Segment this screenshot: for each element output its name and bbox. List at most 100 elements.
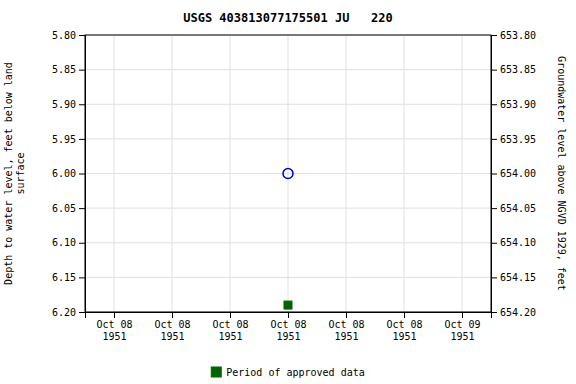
legend-item: Period of approved data <box>211 367 364 378</box>
tick-label-line: Oct 08 <box>270 319 306 330</box>
tick-label: Oct 081951 <box>212 319 248 342</box>
legend-label: Period of approved data <box>226 367 364 378</box>
grid-line <box>462 35 463 312</box>
tick-mark <box>491 174 497 175</box>
tick-label: Oct 081951 <box>154 319 190 342</box>
tick-mark <box>491 139 497 140</box>
tick-label-line: 1951 <box>392 331 416 342</box>
tick-label-line: 1951 <box>334 331 358 342</box>
tick: 653.95 <box>491 134 536 145</box>
tick-label: Oct 081951 <box>386 319 422 342</box>
tick-mark <box>79 35 85 36</box>
tick-label: 6.00 <box>52 168 76 179</box>
tick-label-line: 1951 <box>102 331 126 342</box>
tick: Oct 081951 <box>386 312 422 342</box>
tick-label-line: 1951 <box>160 331 184 342</box>
point <box>283 169 293 179</box>
tick-label: Oct 081951 <box>270 319 306 342</box>
tick: 6.10 <box>52 237 85 248</box>
tick-mark <box>79 174 85 175</box>
tick: 6.05 <box>52 203 85 214</box>
tick-label-line: 1951 <box>450 331 474 342</box>
marks <box>283 169 293 310</box>
tick-mark <box>491 208 497 209</box>
tick-label: 5.90 <box>52 99 76 110</box>
tick-mark <box>491 104 497 105</box>
tick-label: 6.15 <box>52 272 76 283</box>
chart: Oct 081951Oct 081951Oct 081951Oct 081951… <box>0 0 576 384</box>
tick-label-line: Oct 09 <box>444 319 480 330</box>
tick: 6.00 <box>52 168 85 179</box>
grid-line <box>114 35 115 312</box>
tick-label: 654.15 <box>500 272 536 283</box>
tick: 654.00 <box>491 168 536 179</box>
tick-mark <box>491 312 497 313</box>
tick: 654.20 <box>491 307 536 318</box>
tick: 653.90 <box>491 99 536 110</box>
tick-label: 6.10 <box>52 237 76 248</box>
tick: 654.05 <box>491 203 536 214</box>
plot-frame <box>85 35 491 312</box>
y-axis-title-line: Depth to water level, feet below land <box>3 62 14 285</box>
tick-label: Oct 091951 <box>444 319 480 342</box>
tick-label: 653.90 <box>500 99 536 110</box>
axis-line <box>492 36 498 313</box>
tick-mark <box>462 312 463 318</box>
tick-label: 654.05 <box>500 203 536 214</box>
tick: 5.85 <box>52 64 85 75</box>
tick: Oct 081951 <box>96 312 132 342</box>
y2-axis-title: Groundwater level above NGVD 1929, feet <box>556 56 567 291</box>
tick-mark <box>491 70 497 71</box>
tick-label: 653.85 <box>500 64 536 75</box>
grid-line <box>230 35 231 312</box>
legend-swatch <box>211 367 221 377</box>
tick-label: Oct 081951 <box>96 319 132 342</box>
y-axis-title: Depth to water level, feet below landsur… <box>3 62 26 285</box>
legend: Period of approved data <box>211 367 364 378</box>
tick-label: 6.05 <box>52 203 76 214</box>
tick-label: Oct 081951 <box>328 319 364 342</box>
tick-mark <box>79 104 85 105</box>
tick: Oct 081951 <box>328 312 364 342</box>
y2-axis: 654.20 654.15 654.10 654.05 654.00 653.95 653.… <box>491 30 536 318</box>
tick-mark <box>79 312 85 313</box>
point <box>284 301 292 309</box>
tick-mark <box>79 208 85 209</box>
grid-line <box>288 35 289 312</box>
tick-mark <box>79 70 85 71</box>
tick: Oct 091951 <box>444 312 480 342</box>
tick: Oct 081951 <box>212 312 248 342</box>
axis-line <box>86 313 492 319</box>
tick-label: 654.20 <box>500 307 536 318</box>
tick: 653.85 <box>491 64 536 75</box>
tick: 654.10 <box>491 237 536 248</box>
tick-label: 654.00 <box>500 168 536 179</box>
tick-label: 5.95 <box>52 134 76 145</box>
tick: 5.95 <box>52 134 85 145</box>
tick: Oct 081951 <box>154 312 190 342</box>
plot: Oct 081951Oct 081951Oct 081951Oct 081951… <box>3 30 567 342</box>
grid-line <box>172 35 173 312</box>
tick-label-line: 1951 <box>218 331 242 342</box>
tick-label-line: Oct 08 <box>212 319 248 330</box>
grid-line <box>346 35 347 312</box>
tick-label: 653.80 <box>500 30 536 41</box>
tick-mark <box>491 243 497 244</box>
x-axis: Oct 081951Oct 081951Oct 081951Oct 081951… <box>86 312 492 342</box>
tick-mark <box>79 277 85 278</box>
tick: 6.20 <box>52 307 85 318</box>
tick-label: 654.10 <box>500 237 536 248</box>
tick-mark <box>404 312 405 318</box>
tick: 654.15 <box>491 272 536 283</box>
grid <box>85 35 491 312</box>
tick-mark <box>79 139 85 140</box>
tick: 5.80 <box>52 30 85 41</box>
tick-mark <box>346 312 347 318</box>
tick-mark <box>172 312 173 318</box>
tick-mark <box>79 243 85 244</box>
tick-mark <box>230 312 231 318</box>
tick-label: 5.80 <box>52 30 76 41</box>
tick-label: 6.20 <box>52 307 76 318</box>
tick: 6.15 <box>52 272 85 283</box>
tick-label-line: Oct 08 <box>154 319 190 330</box>
